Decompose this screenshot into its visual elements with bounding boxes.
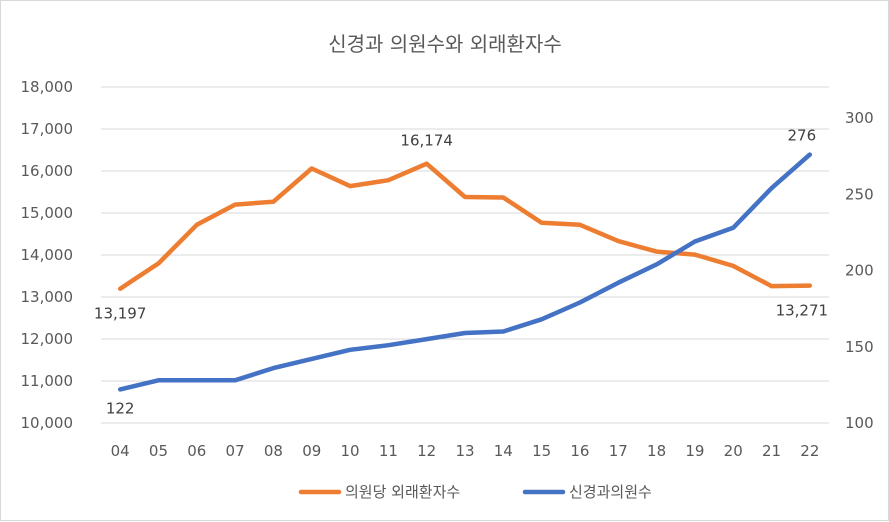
series-line-1: [117, 161, 813, 291]
left-tick-label: 10,000: [21, 414, 74, 432]
x-tick-label: 18: [647, 442, 666, 460]
x-tick-label: 07: [226, 442, 245, 460]
left-tick-label: 11,000: [21, 372, 74, 390]
data-label: 276: [788, 127, 817, 145]
right-tick-label: 150: [845, 338, 874, 356]
right-tick-label: 250: [845, 185, 874, 203]
right-tick-label: 200: [845, 262, 874, 280]
x-axis: 04 05 06 07 08 09 10 11 12 13 14 15 16 17 18 19 20 21 22: [111, 442, 820, 460]
data-labels: 13,197 16,174 13,271 122 276: [94, 127, 828, 418]
series-line-2: [117, 152, 813, 392]
x-tick-label: 06: [187, 442, 206, 460]
chart-title: 신경과 의원수와 외래환자수: [328, 32, 562, 56]
x-tick-label: 04: [111, 442, 130, 460]
x-tick-label: 14: [494, 442, 513, 460]
right-tick-label: 300: [845, 109, 874, 127]
left-tick-label: 15,000: [21, 204, 74, 222]
left-tick-label: 18,000: [21, 78, 74, 96]
right-tick-label: 100: [845, 414, 874, 432]
data-label: 13,271: [776, 302, 829, 320]
x-tick-label: 15: [532, 442, 551, 460]
series: [117, 152, 813, 392]
x-tick-label: 19: [685, 442, 704, 460]
x-tick-label: 11: [379, 442, 398, 460]
right-axis: 100 150 200 250 300: [845, 109, 874, 432]
x-tick-label: 20: [724, 442, 743, 460]
x-tick-label: 05: [149, 442, 168, 460]
data-label: 16,174: [400, 132, 453, 150]
legend-label-1: 의원당 외래환자수: [345, 483, 460, 501]
gridlines: [101, 86, 829, 424]
left-tick-label: 13,000: [21, 288, 74, 306]
x-tick-label: 10: [341, 442, 360, 460]
left-axis: 10,000 11,000 12,000 13,000 14,000 15,000 16,0…: [21, 78, 74, 432]
x-tick-label: 21: [762, 442, 781, 460]
x-tick-label: 17: [609, 442, 628, 460]
x-tick-label: 08: [264, 442, 283, 460]
x-tick-label: 16: [570, 442, 589, 460]
left-tick-label: 14,000: [21, 246, 74, 264]
left-tick-label: 12,000: [21, 330, 74, 348]
x-tick-label: 09: [302, 442, 321, 460]
left-tick-label: 16,000: [21, 162, 74, 180]
x-tick-label: 12: [417, 442, 436, 460]
x-tick-label: 22: [800, 442, 819, 460]
data-label: 122: [106, 399, 135, 417]
data-label: 13,197: [94, 305, 147, 323]
left-tick-label: 17,000: [21, 120, 74, 138]
x-tick-label: 13: [455, 442, 474, 460]
legend: 의원당 외래환자수 신경과의원수: [298, 483, 652, 501]
legend-label-2: 신경과의원수: [569, 483, 652, 501]
